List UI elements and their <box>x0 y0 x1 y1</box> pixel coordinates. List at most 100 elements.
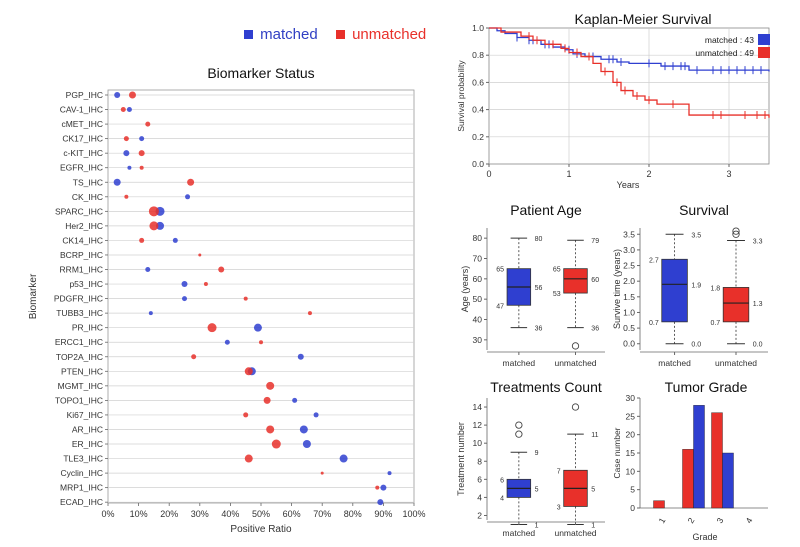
y-tick-label: 30 <box>473 335 483 345</box>
box-value-label: 56 <box>535 285 543 292</box>
y-tick-label: CK_IHC <box>72 192 103 202</box>
point-matched <box>182 296 187 302</box>
x-tick-label: matched <box>658 358 691 368</box>
y-tick-label: p53_IHC <box>69 279 103 289</box>
y-tick-label: 80 <box>473 233 483 243</box>
y-tick-label: cMET_IHC <box>61 119 103 129</box>
box-value-label: 11 <box>591 432 598 439</box>
point-unmatched <box>266 425 275 434</box>
y-tick-label: PDGFR_IHC <box>54 294 103 304</box>
point-unmatched <box>138 150 145 157</box>
point-matched <box>127 165 132 170</box>
box-value-label: 3.3 <box>753 239 763 246</box>
x-tick-label: 30% <box>191 509 209 519</box>
y-tick-label: 20 <box>626 430 636 440</box>
y-tick-label: TOPO1_IHC <box>55 395 103 405</box>
outlier-point <box>515 430 523 438</box>
x-tick-label: 0% <box>101 509 114 519</box>
y-tick-label: 0.4 <box>472 105 484 115</box>
x-axis-label: Grade <box>692 532 717 542</box>
point-unmatched <box>259 340 263 345</box>
x-tick-label: unmatched <box>554 358 596 368</box>
point-matched <box>299 425 308 434</box>
box-value-label: 3.5 <box>691 232 701 239</box>
point-matched <box>339 454 348 463</box>
chart-title: Patient Age <box>510 202 582 218</box>
y-tick-label: ER_IHC <box>72 439 103 449</box>
box-value-label: 65 <box>553 267 561 274</box>
box-value-label: 5 <box>535 486 539 493</box>
point-unmatched <box>198 253 202 257</box>
y-tick-label: 2.0 <box>623 276 635 286</box>
box-value-label: 80 <box>535 236 543 243</box>
point-matched <box>181 281 188 288</box>
box-value-label: 47 <box>496 303 504 310</box>
point-matched <box>123 150 130 157</box>
x-tick-label: 3 <box>714 516 725 525</box>
box-value-label: 1.9 <box>691 282 701 289</box>
legend-matched-marker <box>244 30 253 39</box>
legend-matched-label: matched <box>260 26 318 43</box>
y-tick-label: 2.5 <box>623 261 635 271</box>
x-tick-label: unmatched <box>715 358 757 368</box>
y-tick-label: 1.0 <box>472 23 484 33</box>
point-unmatched <box>123 136 129 142</box>
y-tick-label: PR_IHC <box>72 323 103 333</box>
point-matched <box>114 92 121 98</box>
km-legend-swatch <box>758 47 770 58</box>
box-value-label: 1.3 <box>753 301 763 308</box>
plot-frame <box>107 89 415 504</box>
box-value-label: 36 <box>535 326 543 333</box>
box-value-label: 3 <box>557 504 561 511</box>
y-tick-label: 50 <box>473 294 483 304</box>
y-tick-label: 14 <box>473 402 483 412</box>
box-value-label: 0.0 <box>753 342 763 349</box>
y-tick-label: Cyclin_IHC <box>60 468 103 478</box>
point-matched <box>377 499 384 506</box>
legend-unmatched-label: unmatched <box>352 26 427 43</box>
y-tick-label: CK17_IHC <box>62 134 103 144</box>
bar-matched <box>693 405 705 509</box>
km-legend-label: unmatched : 49 <box>695 48 754 58</box>
y-axis-label: Case number <box>612 427 622 478</box>
x-tick-label: 80% <box>344 509 362 519</box>
legend: matched unmatched <box>244 26 426 43</box>
outlier-point <box>732 227 740 235</box>
y-tick-label: 0.6 <box>472 77 484 87</box>
y-tick-label: 10 <box>626 466 636 476</box>
point-unmatched <box>139 237 145 243</box>
box-value-label: 0.7 <box>710 320 720 327</box>
x-tick-label: 40% <box>221 509 239 519</box>
y-tick-label: 25 <box>626 411 636 421</box>
point-matched <box>126 107 132 113</box>
point-matched <box>156 221 165 230</box>
km-curve-unmatched <box>489 27 770 118</box>
y-tick-label: AR_IHC <box>72 424 103 434</box>
plot-frame <box>488 27 770 165</box>
y-axis-label: Treatment number <box>456 422 466 496</box>
y-tick-label: 1.0 <box>623 307 635 317</box>
point-unmatched <box>243 296 248 301</box>
x-tick-label: 100% <box>402 509 425 519</box>
y-tick-label: ERCC1_IHC <box>55 337 103 347</box>
y-tick-label: TS_IHC <box>73 177 103 187</box>
box-value-label: 60 <box>591 277 599 284</box>
y-tick-label: TOP2A_IHC <box>56 352 103 362</box>
y-tick-label: 2 <box>477 510 482 520</box>
box-value-label: 4 <box>500 495 504 502</box>
chart-title: Biomarker Status <box>207 65 314 81</box>
box-value-label: 1.8 <box>710 285 720 292</box>
box-value-label: 9 <box>535 450 539 457</box>
outlier-point <box>515 421 523 429</box>
box-value-label: 0.7 <box>649 320 659 327</box>
y-tick-label: PGP_IHC <box>66 90 103 100</box>
x-tick-label: 2 <box>685 516 696 525</box>
box-value-label: 0.0 <box>691 342 701 349</box>
y-tick-label: RRM1_IHC <box>60 265 103 275</box>
y-tick-label: Her2_IHC <box>65 221 103 231</box>
y-tick-label: 3.5 <box>623 229 635 239</box>
x-tick-label: 1 <box>656 516 667 525</box>
point-unmatched <box>187 178 195 186</box>
y-tick-label: 10 <box>473 438 483 448</box>
